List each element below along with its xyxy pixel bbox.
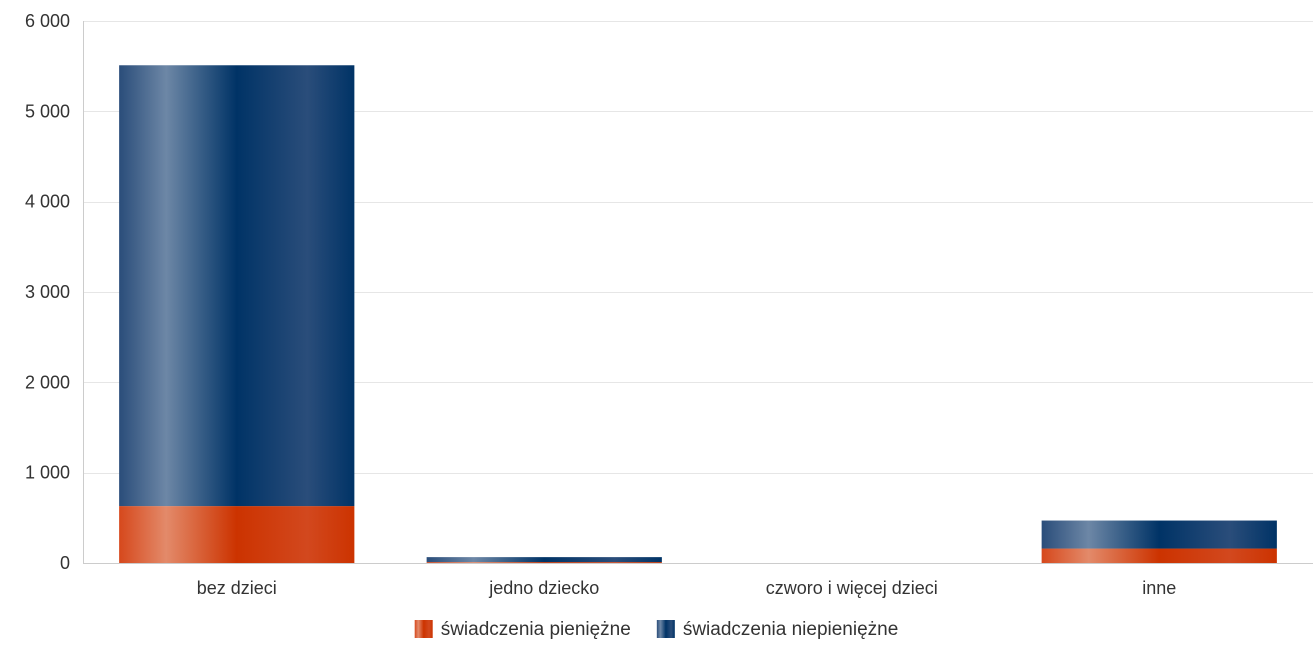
x-tick-label: czworo i więcej dzieci	[766, 578, 938, 598]
y-tick-label: 0	[60, 553, 70, 573]
legend-item[interactable]: świadczenia pieniężne	[414, 619, 631, 640]
bar-segment-niepieniezne[interactable]	[1041, 520, 1277, 549]
legend: świadczenia pieniężne świadczenia niepien…	[414, 619, 898, 640]
y-tick-label: 5 000	[25, 101, 70, 121]
y-tick-label: 4 000	[25, 192, 70, 212]
legend-label: świadczenia pieniężne	[441, 619, 631, 640]
x-tick-label: bez dzieci	[197, 578, 277, 598]
bar-segment-pieniezne[interactable]	[1041, 548, 1277, 563]
legend-label: świadczenia niepieniężne	[683, 619, 898, 640]
x-tick-label: jedno dziecko	[488, 578, 599, 598]
bar-segment-pieniezne[interactable]	[426, 562, 662, 563]
bar-segment-pieniezne[interactable]	[119, 506, 355, 563]
x-tick-label: inne	[1142, 578, 1176, 598]
y-tick-label: 6 000	[25, 11, 70, 31]
legend-swatch	[656, 620, 675, 638]
bars-layer	[119, 65, 1277, 563]
y-tick-label: 2 000	[25, 372, 70, 392]
x-axis-labels: bez dzieci jedno dziecko czworo i więcej d…	[197, 578, 1177, 598]
legend-swatch	[414, 620, 433, 638]
y-tick-label: 1 000	[25, 463, 70, 483]
legend-item[interactable]: świadczenia niepieniężne	[656, 619, 898, 640]
y-axis-ticks: 0 1 000 2 000 3 000 4 000 5 000 6 000	[25, 11, 70, 573]
bar-segment-niepieniezne[interactable]	[426, 557, 662, 563]
y-tick-label: 3 000	[25, 282, 70, 302]
bar-segment-niepieniezne[interactable]	[119, 65, 355, 507]
